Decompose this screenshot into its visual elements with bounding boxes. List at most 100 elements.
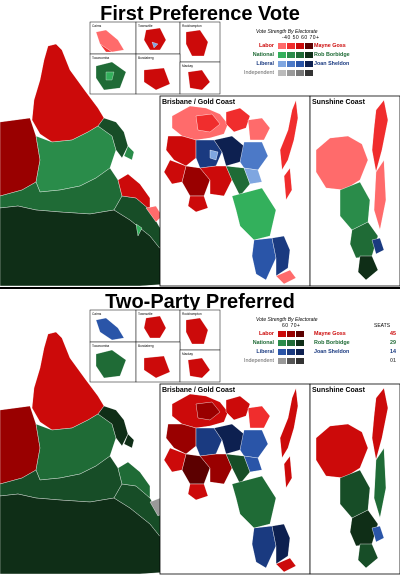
legend-row-labor: Labor Mayne Goss 45	[236, 330, 396, 338]
two-party-title: Two-Party Preferred	[105, 291, 295, 313]
brisbane-map-2pp	[163, 387, 299, 573]
legend-title: Vote Strength By Electorate	[256, 317, 318, 323]
legend-party-labor: Labor	[259, 43, 274, 49]
swatch	[287, 43, 295, 49]
queensland-map-2pp	[0, 331, 179, 575]
regional-inset-shapes-2pp	[95, 315, 211, 379]
swatch	[287, 331, 295, 337]
legend-seats-national: 29	[390, 340, 396, 346]
inset-label-rockhampton: Rockhampton	[182, 24, 202, 28]
swatch	[278, 61, 286, 67]
swatch	[305, 70, 313, 76]
brisbane-map	[163, 99, 299, 285]
legend-swatches-liberal	[278, 61, 313, 67]
inset-label-toowoomba: Toowoomba	[92, 344, 109, 348]
legend-leader-liberal: Joan Sheldon	[314, 61, 350, 67]
inset-label-mackay: Mackay	[182, 352, 193, 356]
swatch	[296, 340, 304, 346]
legend-leader-national: Rob Borbidge	[314, 340, 350, 346]
swatch	[305, 52, 313, 58]
inset-label-townsville: Townsville	[138, 24, 153, 28]
legend-row-liberal: Liberal Joan Sheldon 14	[236, 348, 396, 356]
first-preference-map: Cairns Townsville Rockhampton Toowoomba …	[0, 21, 400, 287]
legend-swatches-liberal	[278, 349, 304, 355]
legend-leader-national: Rob Borbidge	[314, 52, 350, 58]
two-party-legend: Vote Strength By Electorate 60 70+ SEATS…	[236, 317, 396, 377]
regional-inset-shapes	[95, 27, 211, 91]
two-party-map: Cairns Townsville Rockhampton Toowoomba …	[0, 309, 400, 575]
legend-row-national: National Rob Borbidge	[236, 51, 396, 59]
swatch	[287, 340, 295, 346]
swatch	[296, 70, 304, 76]
swatch	[287, 358, 295, 364]
legend-party-national: National	[252, 52, 274, 58]
legend-party-labor: Labor	[259, 331, 274, 337]
legend-swatches-labor	[278, 331, 304, 337]
sunshine-map-2pp	[315, 387, 389, 569]
swatch	[305, 61, 313, 67]
legend-party-national: National	[252, 340, 274, 346]
legend-title: Vote Strength By Electorate	[256, 29, 318, 35]
legend-swatches-national	[278, 340, 304, 346]
legend-party-independent: Independent	[244, 70, 274, 76]
legend-swatches-independent	[278, 358, 304, 364]
swatch	[287, 52, 295, 58]
first-preference-legend: Vote Strength By Electorate -40 50 60 70…	[236, 29, 396, 89]
inset-label-toowoomba: Toowoomba	[92, 56, 109, 60]
swatch	[278, 43, 286, 49]
swatch	[278, 70, 286, 76]
swatch	[278, 52, 286, 58]
swatch	[287, 61, 295, 67]
swatch	[296, 52, 304, 58]
legend-scale: 60 70+	[282, 323, 301, 329]
panel-divider	[0, 287, 400, 289]
legend-seats-liberal: 14	[390, 349, 396, 355]
brisbane-box-label: Brisbane / Gold Coast	[162, 99, 236, 106]
swatch	[278, 349, 286, 355]
sunshine-box-label: Sunshine Coast	[312, 387, 366, 394]
swatch	[296, 349, 304, 355]
swatch	[296, 358, 304, 364]
brisbane-box-label: Brisbane / Gold Coast	[162, 387, 236, 394]
legend-leader-liberal: Joan Sheldon	[314, 349, 350, 355]
inset-label-bundaberg: Bundaberg	[138, 56, 154, 60]
legend-row-independent: Independent	[236, 69, 396, 77]
swatch	[296, 331, 304, 337]
swatch	[296, 61, 304, 67]
first-preference-title: First Preference Vote	[100, 3, 300, 25]
queensland-map	[0, 43, 179, 287]
swatch	[296, 43, 304, 49]
legend-party-liberal: Liberal	[256, 61, 274, 67]
legend-row-national: National Rob Borbidge 29	[236, 339, 396, 347]
legend-swatches-labor	[278, 43, 313, 49]
legend-seats-independent: 01	[390, 358, 396, 364]
legend-party-independent: Independent	[244, 358, 274, 364]
inset-label-townsville: Townsville	[138, 312, 153, 316]
legend-seats-header: SEATS	[374, 323, 391, 329]
swatch	[305, 43, 313, 49]
inset-label-rockhampton: Rockhampton	[182, 312, 202, 316]
inset-label-cairns: Cairns	[92, 312, 102, 316]
legend-row-independent: Independent 01	[236, 357, 396, 365]
legend-leader-labor: Mayne Goss	[314, 331, 346, 337]
legend-seats-labor: 45	[390, 331, 396, 337]
legend-swatches-independent	[278, 70, 313, 76]
inset-label-cairns: Cairns	[92, 24, 102, 28]
swatch	[287, 349, 295, 355]
legend-party-liberal: Liberal	[256, 349, 274, 355]
swatch	[287, 70, 295, 76]
inset-labels: Cairns Townsville Rockhampton Toowoomba …	[92, 24, 202, 68]
sunshine-map	[315, 99, 389, 281]
legend-swatches-national	[278, 52, 313, 58]
two-party-panel: Two-Party Preferred	[0, 288, 400, 576]
sunshine-box-label: Sunshine Coast	[312, 99, 366, 106]
legend-scale: -40 50 60 70+	[282, 35, 320, 41]
first-preference-panel: First Preference Vote	[0, 3, 400, 287]
inset-labels-2pp: Cairns Townsville Rockhampton Toowoomba …	[92, 312, 202, 356]
swatch	[278, 358, 286, 364]
inset-label-mackay: Mackay	[182, 64, 193, 68]
swatch	[278, 340, 286, 346]
legend-leader-labor: Mayne Goss	[314, 43, 346, 49]
legend-row-liberal: Liberal Joan Sheldon	[236, 60, 396, 68]
inset-label-bundaberg: Bundaberg	[138, 344, 154, 348]
